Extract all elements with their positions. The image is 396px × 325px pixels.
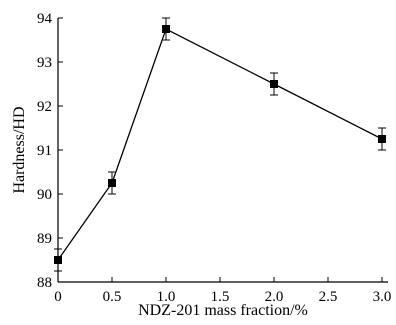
- data-point-4: [378, 135, 386, 143]
- y-tick-label-1: 89: [37, 231, 52, 247]
- data-point-1: [108, 179, 116, 187]
- y-tick-label-5: 93: [37, 55, 52, 71]
- y-tick-label-4: 92: [37, 99, 52, 115]
- x-tick-label-4: 2.0: [265, 289, 284, 305]
- x-axis-title: NDZ-201 mass fraction/%: [138, 302, 308, 319]
- y-tick-label-2: 90: [37, 187, 52, 203]
- x-tick-label-2: 1.0: [157, 289, 176, 305]
- x-tick-label-5: 2.5: [319, 289, 338, 305]
- x-tick-label-1: 0.5: [103, 289, 122, 305]
- y-tick-label-3: 91: [37, 143, 52, 159]
- y-tick-label-0: 88: [37, 275, 52, 291]
- y-axis-title: Hardness/HD: [11, 106, 28, 193]
- data-point-0: [54, 256, 62, 264]
- data-series: [54, 17, 386, 272]
- x-tick-label-0: 0: [54, 289, 62, 305]
- y-tick-label-6: 94: [37, 11, 53, 27]
- x-tick-label-3: 1.5: [211, 289, 230, 305]
- data-point-3: [270, 80, 278, 88]
- y-ticks: 88 89 90 91 92 93 94: [37, 11, 63, 291]
- x-ticks: 0 0.5 1.0 1.5 2.0 2.5 3.0: [54, 277, 391, 305]
- data-point-2: [162, 25, 170, 33]
- series-line-0: [57, 28, 383, 261]
- x-tick-label-6: 3.0: [373, 289, 392, 305]
